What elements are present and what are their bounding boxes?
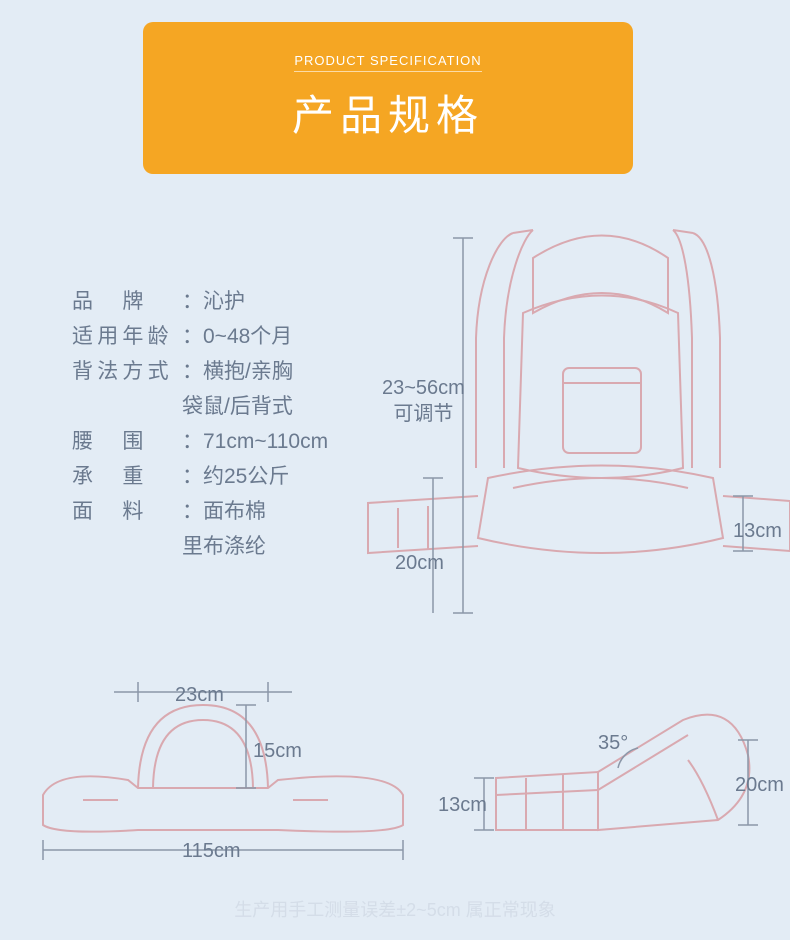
seat-side-diagram (438, 700, 783, 870)
spec-label: 承 重 (72, 459, 182, 494)
spec-label: 适用年龄 (72, 319, 182, 354)
spec-row: 品 牌 ： 沁护 (72, 284, 328, 319)
dim-waist-depth: 20cm (395, 550, 444, 576)
spec-label: 品 牌 (72, 284, 182, 319)
spec-row: 背法方式 ： 横抱/亲胸 (72, 354, 328, 389)
header-subtitle: PRODUCT SPECIFICATION (294, 53, 481, 72)
dim-height-range: 23~56cm 可调节 (382, 375, 465, 427)
dim-back-height: 20cm (735, 772, 784, 798)
spec-row: 面 料 ： 面布棉 (72, 494, 328, 529)
spec-value: 0~48个月 (203, 319, 292, 354)
spec-continue: 袋鼠/后背式 (182, 389, 328, 424)
dim-angle: 35° (598, 730, 628, 756)
dim-hood-width: 23cm (175, 682, 224, 708)
spec-continue: 里布涤纶 (182, 529, 328, 564)
header-banner: PRODUCT SPECIFICATION 产品规格 (143, 22, 633, 174)
spec-label: 腰 围 (72, 424, 182, 459)
spec-row: 承 重 ： 约25公斤 (72, 459, 328, 494)
dim-front-height: 13cm (438, 792, 487, 818)
spec-value: 沁护 (203, 284, 245, 319)
spec-row: 腰 围 ： 71cm~110cm (72, 424, 328, 459)
spec-list: 品 牌 ： 沁护 适用年龄 ： 0~48个月 背法方式 ： 横抱/亲胸 袋鼠/后… (72, 284, 328, 564)
spec-value: 约25公斤 (203, 459, 289, 494)
footer-note: 生产用手工测量误差±2~5cm 属正常现象 (0, 896, 790, 922)
header-title: 产品规格 (292, 82, 484, 143)
spec-label: 背法方式 (72, 354, 182, 389)
spec-value: 横抱/亲胸 (203, 354, 293, 389)
spec-label: 面 料 (72, 494, 182, 529)
dim-belt-height: 13cm (733, 518, 782, 544)
spec-value: 面布棉 (203, 494, 266, 529)
spec-row: 适用年龄 ： 0~48个月 (72, 319, 328, 354)
dim-total-length: 115cm (182, 838, 241, 864)
dim-hood-height: 15cm (253, 738, 302, 764)
spec-value: 71cm~110cm (203, 424, 328, 459)
